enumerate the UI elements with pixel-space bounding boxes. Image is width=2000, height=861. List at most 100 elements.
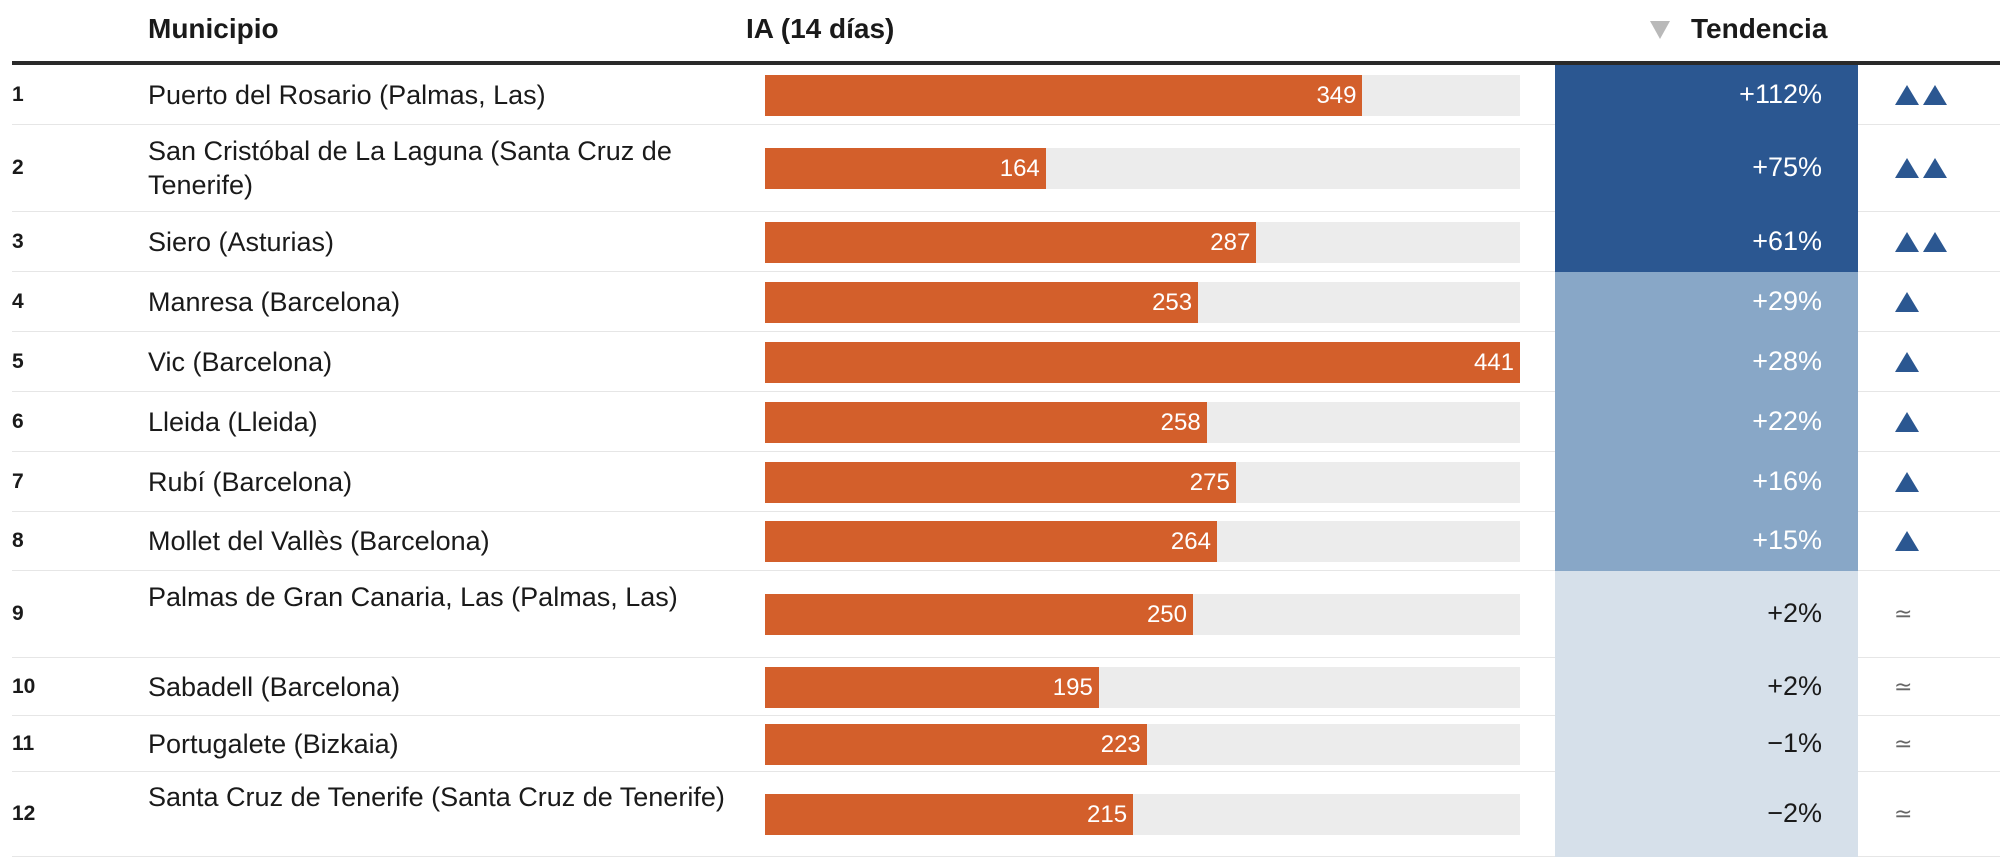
table-row: 12 Santa Cruz de Tenerife (Santa Cruz de …: [12, 772, 2000, 857]
trend-arrows: [1895, 158, 1947, 178]
table-row: 2 San Cristóbal de La Laguna (Santa Cruz …: [12, 125, 2000, 212]
ia-bar: 215: [765, 794, 1134, 835]
trend-arrows: [1895, 471, 1919, 492]
ia-value-label: 250: [1146, 601, 1187, 628]
trend-arrows: [1895, 411, 1919, 432]
municipio-name: Manresa (Barcelona): [148, 286, 401, 317]
ia-bar-track: 253: [765, 281, 1520, 323]
ia-bar: 250: [765, 594, 1193, 635]
tendencia-cell: +61%: [1555, 212, 1858, 272]
ia-bar-track: 215: [765, 794, 1520, 835]
ia-value-label: 215: [1087, 801, 1128, 828]
row-rank: 12: [12, 802, 36, 825]
ia-bar-track: 258: [765, 401, 1520, 443]
header-municipio[interactable]: Municipio: [148, 13, 279, 44]
municipio-name: Santa Cruz de Tenerife (Santa Cruz de Te…: [148, 782, 725, 812]
ia-value-label: 264: [1170, 528, 1211, 555]
ia-bar-track: 349: [765, 74, 1520, 116]
ia-value-label: 258: [1160, 408, 1201, 436]
approx-equal-icon: ≃: [1894, 730, 1913, 756]
ia-value-label: 287: [1210, 228, 1251, 256]
tendencia-value: +28%: [1752, 345, 1822, 376]
header-ia[interactable]: IA (14 días): [746, 13, 895, 44]
arrow-up-icon: [1895, 158, 1919, 178]
row-rank: 4: [12, 289, 24, 313]
ia-value-label: 349: [1316, 81, 1357, 109]
arrow-up-icon: [1923, 158, 1947, 178]
tendencia-value: −1%: [1767, 727, 1822, 758]
trend-arrows: [1895, 531, 1919, 551]
ia-bar-track: 275: [765, 461, 1520, 503]
municipio-name: Mollet del Vallès (Barcelona): [148, 526, 490, 556]
arrow-up-icon: [1895, 84, 1919, 105]
row-rank: 7: [12, 469, 24, 493]
table-row: 11 Portugalete (Bizkaia) 223 −1% ≃: [12, 716, 2000, 772]
ia-value-label: 195: [1052, 673, 1093, 701]
arrow-up-icon: [1923, 84, 1947, 105]
trend-arrows: [1895, 291, 1919, 312]
ia-value-label: 164: [999, 155, 1040, 182]
ia-bar: 275: [765, 461, 1236, 503]
approx-equal-icon: ≃: [1894, 601, 1913, 626]
ia-bar: 441: [765, 341, 1520, 383]
table-row: 7 Rubí (Barcelona) 275 +16%: [12, 452, 2000, 512]
approx-equal-icon: ≃: [1894, 673, 1913, 699]
ia-bar: 264: [765, 521, 1217, 562]
tendencia-cell: +112%: [1555, 65, 1858, 125]
municipio-name: Portugalete (Bizkaia): [148, 728, 399, 759]
arrow-up-icon: [1895, 291, 1919, 312]
tendencia-cell: +15%: [1555, 512, 1858, 571]
ia-bar-track: 223: [765, 723, 1520, 765]
ia-bar-track: 250: [765, 594, 1520, 635]
row-rank: 6: [12, 409, 24, 433]
tendencia-value: +112%: [1739, 78, 1822, 109]
row-rank: 11: [12, 731, 35, 755]
arrow-up-icon: [1895, 231, 1919, 252]
sort-descending-icon[interactable]: [1650, 21, 1670, 39]
municipio-name: Lleida (Lleida): [148, 406, 318, 437]
table-row: 6 Lleida (Lleida) 258 +22%: [12, 392, 2000, 452]
tendencia-value: −2%: [1767, 798, 1822, 828]
ia-bar-track: 441: [765, 341, 1520, 383]
tendencia-cell: −2%: [1555, 772, 1858, 857]
table-header: Municipio IA (14 días) Tendencia: [0, 0, 2000, 62]
arrow-up-icon: [1923, 231, 1947, 252]
header-divider: [12, 61, 2000, 65]
arrow-up-icon: [1895, 471, 1919, 492]
tendencia-value: +29%: [1752, 285, 1822, 316]
municipio-name: Siero (Asturias): [148, 226, 335, 257]
tendencia-value: +22%: [1752, 405, 1822, 436]
ia-bar: 287: [765, 221, 1257, 263]
tendencia-value: +2%: [1767, 598, 1822, 628]
row-rank: 2: [12, 156, 24, 179]
tendencia-cell: +28%: [1555, 332, 1858, 392]
table-row: 5 Vic (Barcelona) 441 +28%: [12, 332, 2000, 392]
row-rank: 9: [12, 602, 24, 625]
ia-value-label: 275: [1189, 468, 1230, 496]
tendencia-cell: +16%: [1555, 452, 1858, 512]
table-row: 4 Manresa (Barcelona) 253 +29%: [12, 272, 2000, 332]
ia-bar: 195: [765, 666, 1099, 708]
tendencia-value: +61%: [1752, 225, 1822, 256]
ia-value-label: 441: [1473, 348, 1514, 376]
tendencia-value: +15%: [1752, 525, 1822, 555]
ia-bar-track: 287: [765, 221, 1520, 263]
table-row: 1 Puerto del Rosario (Palmas, Las) 349 +112…: [12, 65, 2000, 125]
municipio-name: Sabadell (Barcelona): [148, 671, 401, 702]
row-rank: 3: [12, 229, 24, 253]
tendencia-cell: +22%: [1555, 392, 1858, 452]
row-rank: 10: [12, 674, 36, 698]
municipio-name: Rubí (Barcelona): [148, 466, 353, 497]
header-tendencia[interactable]: Tendencia: [1691, 13, 1828, 44]
ia-bar: 164: [765, 148, 1046, 189]
trend-arrows: [1895, 84, 1947, 105]
trend-arrows: [1895, 351, 1919, 372]
ia-bar-track: 164: [765, 148, 1520, 189]
table-row: 10 Sabadell (Barcelona) 195 +2% ≃: [12, 658, 2000, 716]
ia-bar: 258: [765, 401, 1207, 443]
arrow-up-icon: [1895, 351, 1919, 372]
table-row: 3 Siero (Asturias) 287 +61%: [12, 212, 2000, 272]
tendencia-cell: +2%: [1555, 658, 1858, 716]
tendencia-value: +75%: [1752, 152, 1822, 182]
row-rank: 1: [12, 82, 24, 106]
